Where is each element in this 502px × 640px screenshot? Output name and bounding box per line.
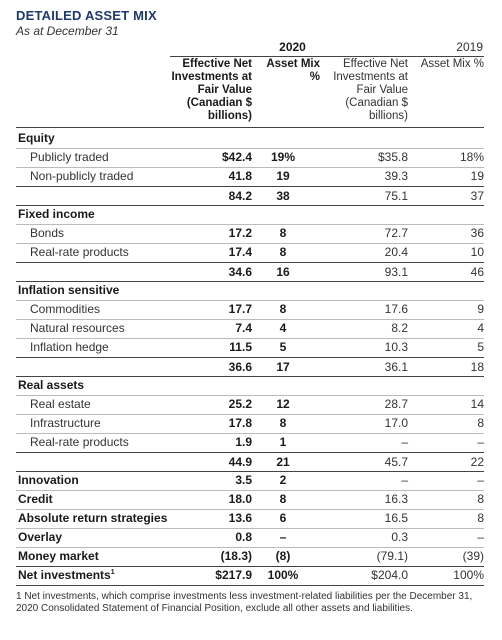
row-divider xyxy=(16,414,484,415)
table-row: Commodities 17.7 8 17.6 9 xyxy=(30,302,484,316)
subtotal-row: 36.6 17 36.1 18 xyxy=(16,357,484,377)
table-row: Innovation 3.5 2– – xyxy=(18,473,484,487)
row-divider xyxy=(16,528,484,529)
total-row: Net investments1 $217.9 100% $204.0 100% xyxy=(18,568,484,582)
table-subtitle: As at December 31 xyxy=(16,24,119,38)
section-real-assets: Real assets xyxy=(18,378,85,392)
row-divider xyxy=(16,281,484,282)
row-divider xyxy=(16,376,484,377)
table-row: Infrastructure 17.8 8 17.0 8 xyxy=(30,416,484,430)
year-2020-header: 2020 xyxy=(279,40,306,54)
subtotal-row: 34.6 16 93.1 46 xyxy=(16,262,484,282)
year-2019-header: 2019 xyxy=(456,40,483,54)
row-divider xyxy=(16,395,484,396)
row-divider xyxy=(16,319,484,320)
footnote-marker: 1 xyxy=(110,569,115,576)
table-row: Real estate 25.2 12 28.7 14 xyxy=(30,397,484,411)
footnote: 1 Net investments, which comprise invest… xyxy=(16,591,473,614)
year-divider xyxy=(170,56,484,57)
col-header-2019-value: Effective Net Investments at Fair Value … xyxy=(333,58,408,122)
table-row: Real-rate products 17.4 8 20.4 10 xyxy=(30,245,484,259)
section-fixed-income: Fixed income xyxy=(18,207,95,221)
row-divider xyxy=(16,148,484,149)
row-divider xyxy=(16,585,484,586)
table-row: Bonds 17.2 8 72.7 36 xyxy=(30,226,484,240)
row-divider xyxy=(16,471,484,472)
col-header-2020-value: Effective Net Investments at Fair Value … xyxy=(171,58,252,122)
table-row: Money market (18.3) (8) (79.1) (39) xyxy=(18,549,484,563)
header-divider xyxy=(16,127,484,128)
table-row: Credit 18.0 8 16.3 8 xyxy=(18,492,484,506)
row-divider xyxy=(16,566,484,567)
table-row: Publicly traded $42.4 19% $35.8 18% xyxy=(30,150,484,164)
section-equity: Equity xyxy=(18,131,55,145)
table-row: Natural resources 7.4 4 8.2 4 xyxy=(30,321,484,335)
row-divider xyxy=(16,338,484,339)
row-divider xyxy=(16,490,484,491)
row-divider xyxy=(16,433,484,434)
table-row: Inflation hedge 11.5 5 10.3 5 xyxy=(30,340,484,354)
row-divider xyxy=(16,243,484,244)
table-row: Non-publicly traded 41.8 19 39.3 19 xyxy=(30,169,484,183)
row-divider xyxy=(16,167,484,168)
table-row: Real-rate products 1.9 1– – xyxy=(30,435,484,449)
subtotal-row: 84.2 38 75.1 37 xyxy=(16,186,484,206)
row-divider xyxy=(16,205,484,206)
col-header-2020-mix: Asset Mix % xyxy=(266,58,320,83)
row-divider xyxy=(16,509,484,510)
col-header-2019-mix: Asset Mix % xyxy=(420,58,484,70)
row-divider xyxy=(16,224,484,225)
table-title: DETAILED ASSET MIX xyxy=(16,8,157,23)
table-row: Overlay 0.8–0.3– xyxy=(18,530,484,544)
section-inflation-sensitive: Inflation sensitive xyxy=(18,283,120,297)
table-row: Absolute return strategies 13.6 6 16.5 8 xyxy=(18,511,484,525)
subtotal-row: 44.9 21 45.7 22 xyxy=(16,452,484,472)
row-divider xyxy=(16,547,484,548)
row-divider xyxy=(16,300,484,301)
